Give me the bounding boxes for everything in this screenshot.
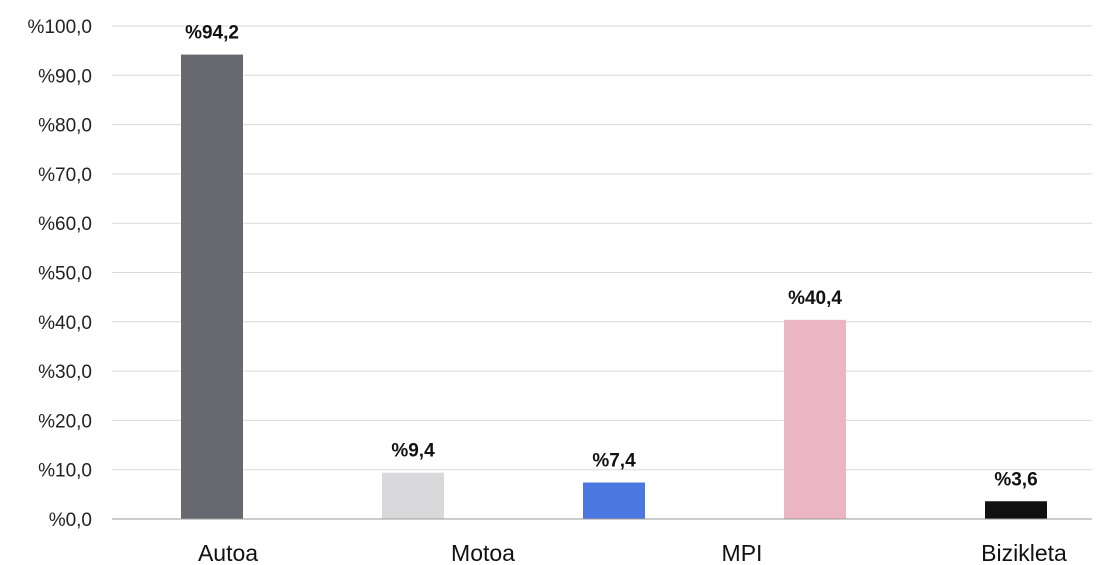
y-tick-label: %30,0	[38, 362, 92, 383]
y-tick-label: %80,0	[38, 116, 92, 137]
y-tick-label: %40,0	[38, 313, 92, 334]
bar	[985, 501, 1047, 519]
x-axis-categories: Autoa Motoa MPI Bizikleta	[198, 540, 1067, 565]
bars	[181, 54, 1047, 520]
y-axis-ticks: %0,0 %10,0 %20,0 %30,0 %40,0 %50,0 %60,0 %70,0%…	[28, 17, 92, 531]
y-tick-label: %70,0	[38, 165, 92, 186]
bar-value-label: %9,4	[391, 441, 435, 462]
x-category-label: MPI	[722, 540, 763, 565]
bar-value-label: %40,4	[788, 288, 842, 309]
bar	[583, 482, 645, 519]
bar	[382, 472, 444, 519]
x-category-label: Autoa	[198, 540, 258, 565]
y-tick-label: %50,0	[38, 264, 92, 285]
y-tick-label: %60,0	[38, 214, 92, 235]
bar	[784, 319, 846, 519]
gridlines	[112, 25, 1092, 471]
y-tick-label: %10,0	[38, 461, 92, 482]
bar-value-label: %3,6	[994, 469, 1037, 490]
y-tick-label: %90,0	[38, 66, 92, 87]
x-category-label: Bizikleta	[981, 540, 1067, 565]
bar-value-label: %94,2	[185, 23, 239, 44]
bar	[181, 54, 243, 520]
y-tick-label: %0,0	[49, 510, 92, 531]
data-labels: %94,2 %9,4 %7,4 %40,4 %3,6	[185, 23, 1038, 491]
y-tick-label: %100,0	[28, 17, 92, 38]
x-category-label: Motoa	[451, 540, 515, 565]
y-tick-label: %20,0	[38, 411, 92, 432]
bar-value-label: %7,4	[592, 451, 636, 472]
